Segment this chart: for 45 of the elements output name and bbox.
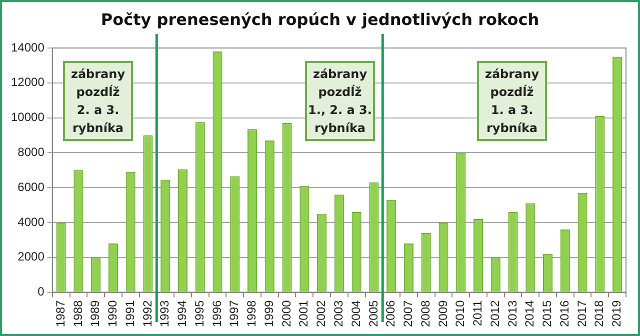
x-tick-label: 2017 [574, 300, 589, 328]
x-tick-label: 1987 [53, 300, 68, 328]
x-tick-label: 2007 [401, 300, 416, 328]
x-tick-label: 2012 [488, 300, 502, 328]
y-tick-label: 4000 [18, 214, 45, 229]
x-tick-label: 1993 [158, 300, 172, 328]
x-tick-label: 2003 [331, 300, 346, 328]
x-tick-label: 2008 [418, 300, 432, 328]
x-tick-label: 2000 [279, 300, 294, 328]
x-tick-label: 2014 [522, 300, 537, 328]
x-tick-label: 1989 [88, 300, 102, 328]
y-tick-label: 8000 [18, 145, 45, 160]
x-tick-label: 2010 [453, 300, 468, 328]
chart-title: Počty prenesených ropúch v jednotlivých rokoch [100, 10, 540, 29]
x-tick-label: 2009 [436, 300, 450, 328]
x-tick-label: 1988 [70, 300, 85, 328]
x-tick-label: 1995 [192, 300, 206, 328]
x-tick-label: 2002 [314, 300, 328, 328]
x-tick-label: 2011 [470, 300, 485, 326]
x-tick-label: 2006 [384, 300, 398, 328]
y-tick-label: 12000 [10, 75, 45, 90]
x-tick-label: 2015 [540, 300, 554, 328]
y-tick-label: 0 [38, 284, 45, 299]
y-tick-label: 2000 [18, 250, 45, 264]
x-tick-label: 2013 [505, 300, 520, 328]
x-tick-label: 2019 [610, 300, 624, 328]
x-tick-label: 1999 [262, 300, 276, 328]
x-tick-label: 2005 [366, 300, 380, 328]
x-tick-label: 1994 [175, 300, 190, 328]
y-tick-label: 14000 [10, 40, 45, 54]
x-tick-label: 2004 [348, 300, 363, 328]
x-tick-label: 1990 [106, 300, 120, 328]
x-tick-label: 1996 [210, 300, 224, 328]
annotation: zábrany pozdĺž 1. a 3. rybníka [477, 61, 547, 141]
x-tick-label: 1992 [140, 300, 154, 328]
annotation: zábrany pozdĺž 1., 2. a 3. rybníka [305, 61, 375, 141]
x-tick-label: 1998 [244, 300, 259, 328]
x-tick-label: 1991 [122, 300, 137, 328]
x-tick-label: 2016 [557, 300, 572, 328]
x-tick-label: 2001 [296, 300, 311, 328]
y-tick-label: 10000 [10, 110, 45, 124]
annotation: zábrany pozdĺž 2. a 3. rybníka [63, 61, 133, 141]
x-tick-label: 1997 [227, 300, 242, 328]
y-tick-label: 6000 [18, 180, 45, 194]
x-tick-label: 2018 [592, 300, 606, 328]
